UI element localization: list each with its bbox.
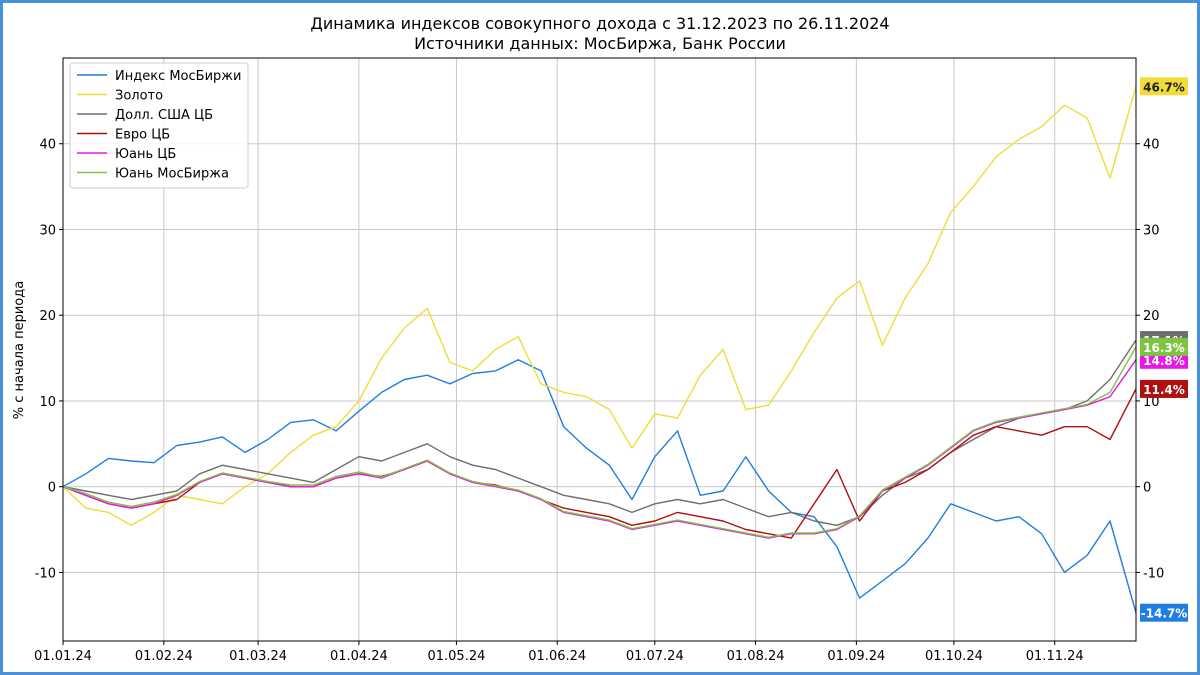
x-tick-label: 01.09.24 xyxy=(827,649,885,664)
series-line-3 xyxy=(62,388,1137,539)
y-tick-label-left: -10 xyxy=(35,566,56,581)
end-label-1: 46.7% xyxy=(1140,77,1188,96)
legend-label: Юань ЦБ xyxy=(115,147,176,162)
y-tick-label-right: 20 xyxy=(1143,309,1160,324)
y-tick-label-left: 40 xyxy=(39,138,56,153)
x-tick-label: 01.07.24 xyxy=(626,649,684,664)
y-tick-label-right: 40 xyxy=(1143,138,1160,153)
series-line-0 xyxy=(62,359,1137,613)
end-label-text: 11.4% xyxy=(1143,383,1185,397)
y-tick-label-left: 0 xyxy=(48,481,56,496)
x-tick-label: 01.06.24 xyxy=(528,649,586,664)
y-axis-label: % с начала периода xyxy=(12,281,27,419)
x-tick-label: 01.03.24 xyxy=(229,649,287,664)
end-label-text: 46.7% xyxy=(1143,80,1185,94)
chart-title: Динамика индексов совокупного дохода с 3… xyxy=(310,14,889,33)
series-line-2 xyxy=(62,339,1137,526)
axes: -10 -10 0 0 10 10 20 20 30 30 40 40 01.01.24 01.02.24… xyxy=(34,57,1164,664)
y-tick-label-right: 0 xyxy=(1143,481,1151,496)
legend-label: Евро ЦБ xyxy=(115,128,170,143)
end-label-bg xyxy=(1140,337,1188,356)
end-label-text: 16.3% xyxy=(1143,341,1185,355)
legend-label: Юань МосБиржа xyxy=(115,167,229,182)
x-tick-label: 01.11.24 xyxy=(1026,649,1084,664)
legend-label: Индекс МосБиржи xyxy=(115,69,241,84)
plot-area xyxy=(62,86,1137,613)
end-label-bg xyxy=(1140,379,1188,398)
end-label-5: 16.3% xyxy=(1140,337,1188,356)
chart-subtitle: Источники данных: МосБиржа, Банк России xyxy=(414,34,786,53)
legend: Индекс МосБиржи Золото Долл. США ЦБ Евро ЦБ… xyxy=(69,62,249,189)
x-tick-label: 01.05.24 xyxy=(427,649,485,664)
y-tick-label-right: 10 xyxy=(1143,395,1160,410)
end-label-bg xyxy=(1140,603,1188,622)
series-line-5 xyxy=(62,346,1137,538)
y-tick-label-right: 30 xyxy=(1143,223,1160,238)
chart-svg: Динамика индексов совокупного дохода с 3… xyxy=(12,14,1188,664)
series-line-4 xyxy=(62,359,1137,539)
end-label-text: -14.7% xyxy=(1141,607,1188,621)
x-tick-label: 01.08.24 xyxy=(727,649,785,664)
x-tick-label: 01.02.24 xyxy=(135,649,193,664)
end-labels: 17.1%14.8%16.3%11.4%-14.7%46.7% xyxy=(1140,77,1188,622)
end-label-bg xyxy=(1140,77,1188,96)
y-tick-label-left: 30 xyxy=(39,223,56,238)
x-tick-label: 01.04.24 xyxy=(330,649,388,664)
end-label-0: -14.7% xyxy=(1140,603,1188,622)
y-tick-label-left: 10 xyxy=(39,395,56,410)
x-tick-label: 01.01.24 xyxy=(34,649,92,664)
legend-label: Золото xyxy=(115,89,163,104)
y-tick-label-right: -10 xyxy=(1143,566,1164,581)
end-label-text: 14.8% xyxy=(1143,354,1185,368)
legend-box xyxy=(69,62,249,189)
end-label-3: 11.4% xyxy=(1140,379,1188,398)
y-tick-label-left: 20 xyxy=(39,309,56,324)
x-tick-label: 01.10.24 xyxy=(925,649,983,664)
series-line-1 xyxy=(62,86,1137,526)
plot-border xyxy=(62,57,1137,642)
legend-label: Долл. США ЦБ xyxy=(115,108,213,123)
